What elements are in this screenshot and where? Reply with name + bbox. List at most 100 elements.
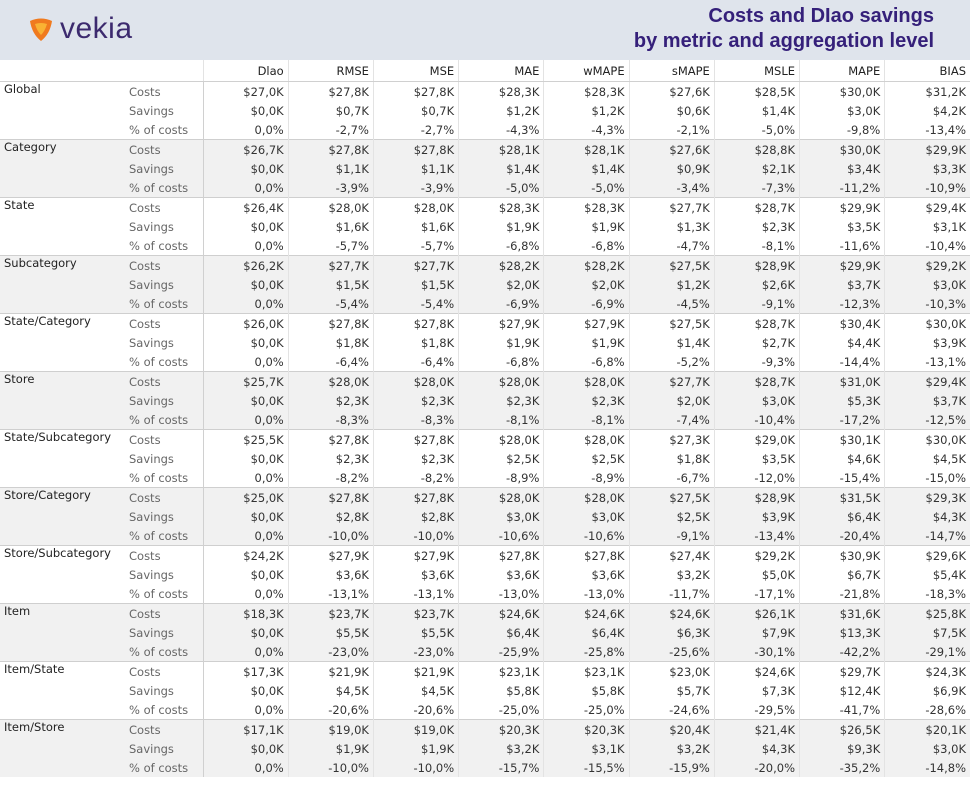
row-label: % of costs [129,586,189,601]
row: Savings $0,0K $2,3K $2,3K $2,5K $2,5K $1,8K $3,… [0,449,970,468]
row-label: Costs [125,139,203,159]
cell: $3,6K [458,565,544,584]
cell: $7,3K [713,681,800,700]
cell: $29,4K [884,371,970,391]
cell: -29,5% [713,700,800,720]
cell: $29,0K [713,429,800,449]
cell: -17,2% [799,410,885,430]
column-header: BIAS [884,60,970,82]
row-label: Savings [129,567,174,582]
cell: -21,8% [799,584,885,604]
cell: $2,3K [458,391,544,410]
cell: 0,0% [202,700,289,720]
cell: $27,7K [628,371,715,391]
group-label: Item/State [0,661,125,720]
cell: $28,8K [713,139,800,159]
row-label: Savings [129,103,174,118]
row-label: % of costs [125,642,203,662]
cell: $27,9K [458,313,544,333]
cell: $29,4K [884,197,970,217]
row: State/Subcategory Costs $25,5K $27,8K $27,8K… [0,429,970,488]
cell: $3,7K [884,391,970,410]
cell: $27,5K [628,313,715,333]
cell: $0,0K [202,333,289,352]
column-header: MSE [372,60,459,82]
cell: $3,0K [458,507,544,526]
cell: $1,8K [287,333,374,352]
cell: 0,0% [202,758,289,777]
group: State Costs $26,4K $28,0K $28,0K $28,3K $28,3K… [0,197,970,256]
cell: $2,1K [713,159,800,178]
cell: -23,0% [372,642,459,662]
cell: $20,4K [628,719,715,739]
cell: -5,0% [458,178,544,198]
cell: $5,0K [713,565,800,584]
cell: -6,4% [372,352,459,372]
cell: $3,7K [799,275,885,294]
cell: $30,0K [799,81,885,101]
cell: $26,2K [202,255,289,275]
row: Item/State Costs $17,3K $21,9K $21,9K $23,1K $… [0,661,970,720]
cell: $2,8K [287,507,374,526]
group-label: Category [0,139,125,198]
cell: -3,9% [372,178,459,198]
cell: $23,1K [543,661,630,681]
cell: $29,7K [799,661,885,681]
cell: -13,4% [713,526,800,546]
cell: $27,8K [372,139,459,159]
cell: 0,0% [202,410,289,430]
cell: $28,0K [372,371,459,391]
row: Item Costs $18,3K $23,7K $23,7K $24,6K $24,6K $… [0,603,970,662]
cell: $20,1K [884,719,970,739]
cell: $29,9K [884,139,970,159]
cell: -10,0% [372,526,459,546]
column-header: MAPE [799,60,885,82]
cell: $23,0K [628,661,715,681]
cell: $0,0K [202,449,289,468]
cell: $2,6K [713,275,800,294]
cell: $1,1K [287,159,374,178]
cell: $27,7K [287,255,374,275]
row: Savings $0,0K $1,9K $1,9K $3,2K $3,1K $3,2K $4,… [0,739,970,758]
row-label: Costs [125,487,203,507]
cell: $3,1K [543,739,630,758]
cell: -25,0% [458,700,544,720]
cell: $4,2K [884,101,970,120]
cell: $3,6K [372,565,459,584]
title-line: by metric and aggregation level [633,30,934,52]
row-label: Savings [125,739,203,758]
cell: -11,7% [628,584,715,604]
cell: -10,6% [543,526,630,546]
cell: -15,0% [884,468,970,488]
cell: -24,6% [628,700,715,720]
cell: $1,6K [287,217,374,236]
row: Category Costs $26,7K $27,8K $27,8K $28,1K $28… [0,139,970,198]
cell: $1,5K [372,275,459,294]
cell: $3,6K [543,565,630,584]
cell: -11,2% [799,178,885,198]
cell: $1,2K [543,101,630,120]
cell: $26,1K [713,603,800,623]
cell: $27,8K [287,313,374,333]
group: Store/Category Costs $25,0K $27,8K $27,8K $28… [0,487,970,546]
logo-text: vekia [60,12,133,45]
cell: $27,8K [287,81,374,101]
cell: $1,6K [372,217,459,236]
cell: $27,6K [628,139,715,159]
cell: $6,4K [458,623,544,642]
row-label: Savings [129,219,174,234]
cell: -6,8% [543,352,630,372]
group-label: Store/Subcategory [0,545,125,604]
column-header: MAE [458,60,544,82]
cell: $27,8K [372,81,459,101]
cell: $3,4K [799,159,885,178]
row: Savings $0,0K $1,8K $1,8K $1,9K $1,9K $1,4K $2,… [0,333,970,352]
cell: $0,0K [202,217,289,236]
cell: -25,6% [628,642,715,662]
cell: $1,4K [458,159,544,178]
cell: 0,0% [202,642,289,662]
cell: $21,4K [713,719,800,739]
header-row: Dlao RMSE MSE MAE wMAPE sMAPE MSLE MAPE BIAS [0,60,970,82]
cell: $1,3K [628,217,715,236]
group: Item/State Costs $17,3K $21,9K $21,9K $23,1K $… [0,661,970,720]
